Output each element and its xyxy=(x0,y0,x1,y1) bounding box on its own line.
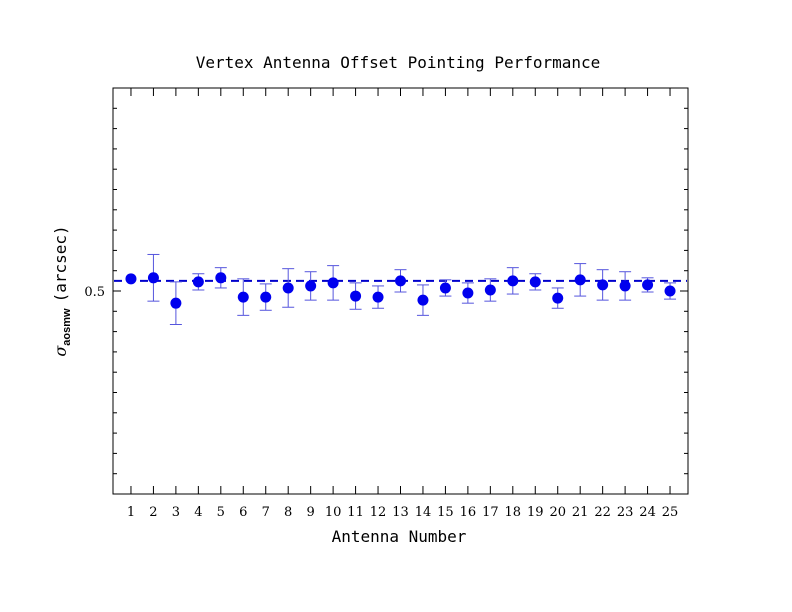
data-point xyxy=(507,275,519,287)
x-tick-label: 4 xyxy=(194,505,202,520)
x-tick-label: 24 xyxy=(639,505,656,520)
data-point xyxy=(192,276,204,288)
data-points xyxy=(125,272,676,309)
data-point xyxy=(552,292,564,304)
data-point xyxy=(237,291,249,303)
x-tick-label: 25 xyxy=(662,505,679,520)
data-point xyxy=(282,282,294,294)
data-point xyxy=(664,285,676,297)
x-tick-label: 23 xyxy=(617,505,634,520)
data-point xyxy=(170,297,182,309)
data-point xyxy=(125,273,137,285)
x-tick-label: 7 xyxy=(262,505,270,520)
x-tick-label: 12 xyxy=(370,505,387,520)
y-axis-label: σaosmw (arcsec) xyxy=(51,225,73,356)
x-tick-label: 20 xyxy=(549,505,566,520)
x-tick-label: 11 xyxy=(347,505,364,520)
x-tick-label: 18 xyxy=(505,505,522,520)
data-point xyxy=(574,274,586,286)
x-tick-label: 16 xyxy=(460,505,477,520)
data-point xyxy=(147,272,159,284)
data-point xyxy=(372,291,384,303)
data-point xyxy=(417,294,429,306)
x-tick-label: 3 xyxy=(172,505,180,520)
x-tick-label: 22 xyxy=(594,505,611,520)
data-point xyxy=(327,277,339,289)
y-axis-label-subscript: aosmw xyxy=(61,308,73,346)
axes: 1 2 3 4 5 6 7 8 9 10 11 12 13 14 15 16 17 18 19 20 21 22 23 24 2… xyxy=(84,88,688,520)
x-tick-label: 1 xyxy=(127,505,135,520)
x-tick-label: 17 xyxy=(482,505,499,520)
data-point xyxy=(597,279,609,291)
data-point xyxy=(260,291,272,303)
data-point xyxy=(305,280,317,292)
y-axis-label-symbol: σ xyxy=(51,345,70,357)
x-tick-label: 2 xyxy=(149,505,157,520)
x-tick-label: 10 xyxy=(325,505,342,520)
data-point xyxy=(462,287,474,299)
chart-title: Vertex Antenna Offset Pointing Performan… xyxy=(196,53,601,72)
data-point xyxy=(529,276,541,288)
x-tick-label: 15 xyxy=(437,505,454,520)
y-axis-label-unit: (arcsec) xyxy=(51,225,70,302)
data-point xyxy=(439,282,451,294)
data-point xyxy=(619,280,631,292)
x-tick-label: 19 xyxy=(527,505,544,520)
error-bars xyxy=(147,253,677,325)
x-tick-label: 6 xyxy=(239,505,247,520)
x-tick-label: 13 xyxy=(392,505,409,520)
x-axis-label: Antenna Number xyxy=(332,527,467,546)
x-tick-label: 14 xyxy=(415,505,432,520)
y-tick-label: 0.5 xyxy=(84,285,105,300)
data-point xyxy=(215,272,227,284)
x-tick-label: 9 xyxy=(307,505,315,520)
x-tick-label: 5 xyxy=(217,505,225,520)
data-point xyxy=(484,284,496,296)
data-point xyxy=(642,279,654,291)
x-tick-label: 21 xyxy=(572,505,589,520)
data-point xyxy=(395,275,406,287)
x-tick-label: 8 xyxy=(284,505,292,520)
data-point xyxy=(350,290,362,302)
